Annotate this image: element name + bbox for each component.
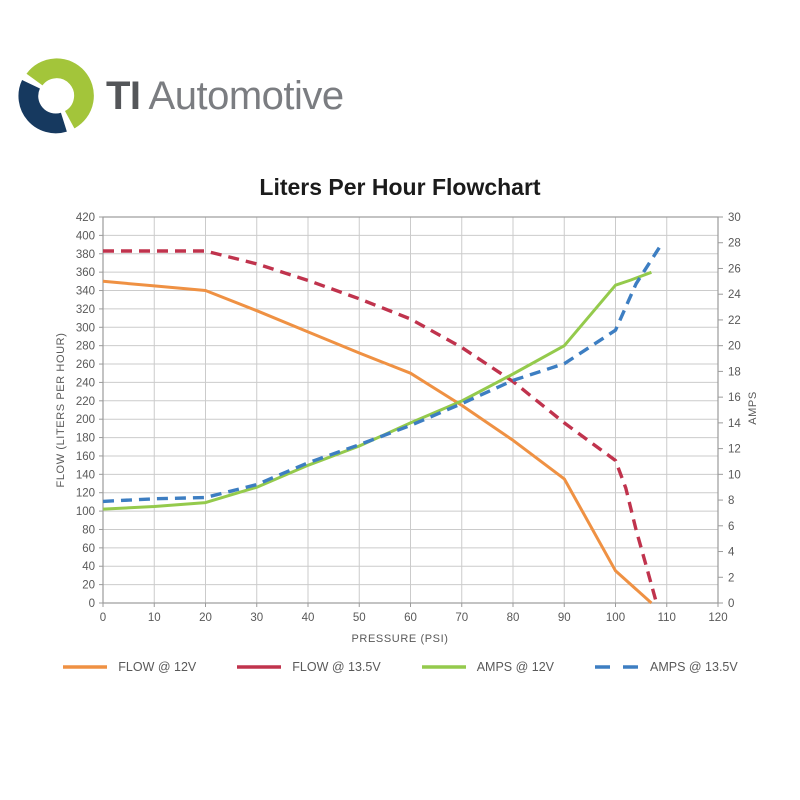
- svg-text:18: 18: [728, 366, 741, 378]
- svg-text:22: 22: [728, 315, 741, 327]
- brand-name-bold: TI: [106, 73, 141, 118]
- y-axis-title-right: AMPS: [747, 391, 759, 425]
- brand-name-rest: Automotive: [148, 73, 345, 118]
- legend-swatch-flow-12v-icon: [63, 665, 108, 669]
- svg-text:90: 90: [558, 612, 571, 624]
- svg-text:8: 8: [728, 495, 734, 507]
- axis-ticks: [99, 216, 723, 607]
- legend-swatch-amps-13-5v-icon: [595, 665, 639, 669]
- svg-text:340: 340: [76, 286, 95, 298]
- svg-text:120: 120: [76, 488, 95, 500]
- legend-label-amps-12v: AMPS @ 12V: [476, 660, 554, 674]
- chart-legend: FLOW @ 12V FLOW @ 13.5V AMPS @ 12V AMPS @ 1…: [0, 660, 800, 674]
- svg-text:2: 2: [728, 572, 734, 584]
- grid-lines: [102, 216, 719, 604]
- svg-text:240: 240: [76, 377, 95, 389]
- x-axis-title: PRESSURE (PSI): [351, 633, 449, 645]
- chart-title: Liters Per Hour Flowchart: [259, 174, 541, 200]
- svg-text:110: 110: [658, 612, 676, 624]
- svg-text:400: 400: [76, 230, 95, 242]
- series-line-flow-13-5v: [103, 249, 659, 604]
- svg-text:320: 320: [76, 304, 95, 316]
- svg-text:120: 120: [708, 612, 727, 624]
- svg-text:0: 0: [100, 612, 106, 624]
- legend-item-amps-12v: AMPS @ 12V: [421, 660, 554, 674]
- svg-text:0: 0: [89, 598, 95, 610]
- svg-text:50: 50: [353, 612, 366, 624]
- svg-text:160: 160: [76, 451, 95, 463]
- series-line-flow-12v: [102, 279, 653, 605]
- svg-text:280: 280: [76, 341, 95, 353]
- svg-text:80: 80: [507, 612, 520, 624]
- legend-swatch-flow-13-5v-icon: [237, 665, 282, 669]
- svg-text:260: 260: [76, 359, 95, 371]
- svg-text:20: 20: [82, 580, 95, 592]
- svg-text:30: 30: [250, 612, 263, 624]
- axis-tick-labels: 0204060801001201401601802002202402602803…: [76, 212, 742, 624]
- svg-text:28: 28: [728, 238, 741, 250]
- svg-text:10: 10: [148, 612, 161, 624]
- legend-swatch-amps-12v-icon: [421, 665, 466, 669]
- svg-text:6: 6: [728, 521, 734, 533]
- svg-text:30: 30: [728, 212, 741, 224]
- svg-text:70: 70: [455, 612, 468, 624]
- y-axis-title-left: FLOW (LITERS PER HOUR): [55, 332, 67, 488]
- svg-text:360: 360: [76, 267, 95, 279]
- svg-text:180: 180: [76, 433, 95, 445]
- series-line-amps-13-5v: [102, 243, 664, 504]
- svg-text:16: 16: [728, 392, 741, 404]
- ti-automotive-logo-mark-icon: [18, 58, 94, 134]
- legend-label-amps-13-5v: AMPS @ 13.5V: [650, 660, 738, 674]
- flow-chart-plot: 0204060801001201401601802002202402602803…: [76, 212, 742, 624]
- ti-automotive-logo: TI Automotive: [18, 56, 344, 136]
- svg-text:24: 24: [728, 289, 741, 301]
- svg-text:80: 80: [82, 524, 95, 536]
- svg-text:100: 100: [606, 612, 625, 624]
- svg-text:300: 300: [76, 322, 95, 334]
- svg-text:4: 4: [728, 547, 735, 559]
- svg-text:60: 60: [82, 543, 95, 555]
- svg-text:220: 220: [76, 396, 95, 408]
- svg-text:100: 100: [76, 506, 95, 518]
- legend-item-flow-12v: FLOW @ 12V: [62, 660, 196, 674]
- legend-label-flow-12v: FLOW @ 12V: [118, 660, 197, 674]
- svg-text:40: 40: [302, 612, 315, 624]
- svg-text:10: 10: [728, 469, 741, 481]
- svg-text:12: 12: [728, 444, 741, 456]
- legend-item-flow-13-5v: FLOW @ 13.5V: [236, 660, 381, 674]
- svg-text:0: 0: [728, 598, 734, 610]
- svg-text:200: 200: [76, 414, 95, 426]
- svg-text:380: 380: [76, 249, 95, 261]
- logo-text: TI Automotive: [106, 74, 344, 119]
- legend-label-flow-13-5v: FLOW @ 13.5V: [292, 660, 381, 674]
- svg-text:26: 26: [728, 263, 741, 275]
- series-line-amps-12v: [102, 270, 652, 511]
- svg-text:14: 14: [728, 418, 741, 430]
- svg-text:420: 420: [76, 212, 95, 224]
- legend-item-amps-13-5v: AMPS @ 13.5V: [594, 660, 738, 674]
- svg-text:60: 60: [404, 612, 417, 624]
- svg-text:40: 40: [82, 561, 95, 573]
- svg-text:140: 140: [76, 469, 95, 481]
- svg-text:20: 20: [199, 612, 212, 624]
- svg-text:20: 20: [728, 341, 741, 353]
